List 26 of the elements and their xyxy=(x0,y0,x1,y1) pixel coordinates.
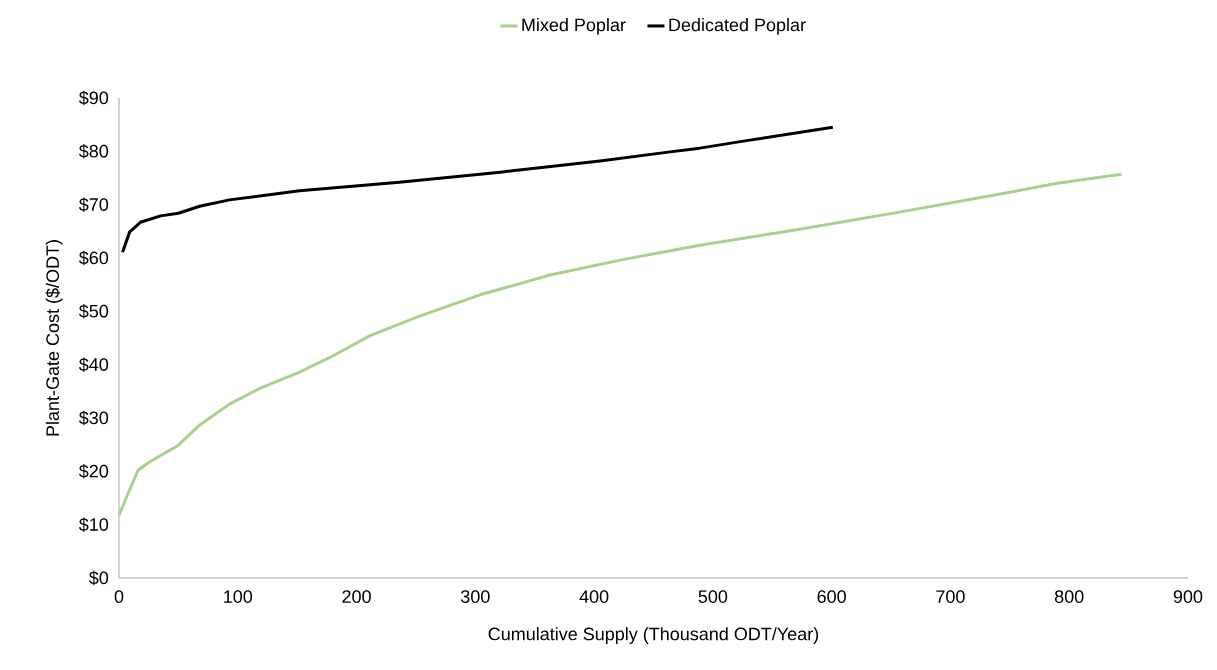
x-tick-label: 900 xyxy=(1173,590,1203,603)
legend-label: Mixed Poplar xyxy=(522,18,626,35)
y-tick-label: $20 xyxy=(78,464,109,479)
y-tick-label: $80 xyxy=(78,144,109,159)
y-axis-title: Plant-Gate Cost ($/ODT) xyxy=(45,240,63,436)
y-tick-label: $30 xyxy=(78,410,109,426)
legend-label: Dedicated Poplar xyxy=(669,18,806,35)
x-tick-label: 0 xyxy=(114,590,124,603)
x-tick-label: 800 xyxy=(1054,590,1084,603)
y-tick-label: $0 xyxy=(88,570,109,586)
x-tick-label: 100 xyxy=(224,590,253,603)
y-tick-label: $40 xyxy=(78,357,109,372)
x-tick-label: 600 xyxy=(817,590,846,603)
x-tick-label: 500 xyxy=(698,590,728,603)
y-tick-label: $90 xyxy=(78,90,109,106)
line-series xyxy=(117,172,1123,517)
y-tick-label: $60 xyxy=(78,250,109,266)
x-tick-label: 400 xyxy=(579,590,609,603)
y-tick-label: $70 xyxy=(78,197,109,212)
line-series xyxy=(121,125,835,254)
x-axis-title: Cumulative Supply (Thousand ODT/Year) xyxy=(488,627,819,644)
x-tick-label: 200 xyxy=(342,590,371,603)
x-tick-label: 700 xyxy=(936,590,965,603)
y-tick-label: $10 xyxy=(78,517,109,532)
x-tick-label: 300 xyxy=(460,590,490,603)
y-tick-label: $50 xyxy=(78,304,109,319)
